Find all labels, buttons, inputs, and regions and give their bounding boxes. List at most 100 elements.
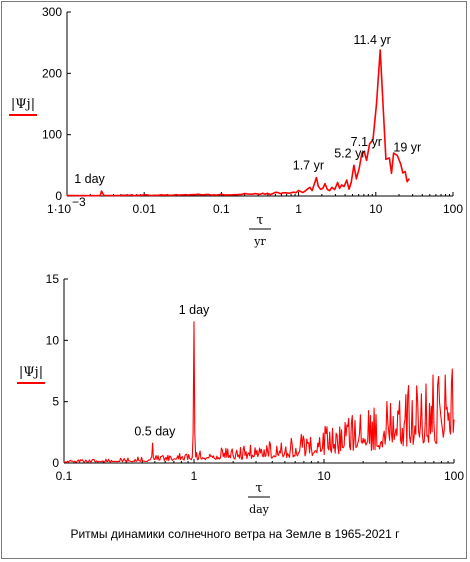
data-point	[180, 456, 183, 459]
data-point	[164, 458, 166, 460]
y-axis-label: |Ψj|	[11, 97, 35, 112]
y-tick-label: 0	[52, 456, 59, 470]
peak-annotation: 7.1 yr	[351, 135, 382, 149]
x-axis-unit-label: day	[249, 503, 270, 516]
data-point	[379, 49, 381, 51]
data-point	[447, 419, 449, 421]
data-point	[102, 460, 104, 462]
data-point	[368, 143, 371, 145]
data-point	[358, 167, 360, 169]
data-point	[255, 453, 257, 456]
x-axis-label: τ	[255, 481, 262, 496]
data-point	[125, 459, 127, 462]
data-point	[350, 181, 352, 184]
x-axis-unit-label: yr	[253, 235, 266, 248]
peak-annotation: 0.5 day	[134, 424, 176, 438]
data-point	[382, 103, 384, 105]
data-point	[361, 152, 363, 154]
peak-annotation: 1.7 yr	[293, 159, 324, 173]
series-line	[63, 321, 455, 463]
x-tick-label: 1	[191, 469, 198, 483]
x-tick-label: 1	[295, 202, 302, 216]
x-tick-label: 10	[317, 469, 331, 483]
data-point	[408, 178, 410, 180]
y-axis-label: |Ψj|	[19, 365, 43, 380]
data-point	[156, 458, 158, 460]
data-point	[324, 183, 326, 185]
data-point	[453, 419, 455, 421]
peak-annotation: 1 day	[74, 172, 105, 186]
data-point	[346, 179, 348, 181]
peak-annotation: 19 yr	[393, 141, 421, 155]
data-point	[317, 185, 319, 187]
data-point	[400, 163, 402, 165]
x-tick-label: 0.1	[213, 202, 230, 216]
data-point	[375, 103, 378, 105]
data-point	[362, 437, 364, 440]
peak-annotation: 5.2 yr	[334, 146, 365, 160]
data-point	[63, 461, 65, 463]
x-tick-label: 1·10	[47, 202, 71, 216]
x-tick-label: 0.01	[133, 202, 157, 216]
data-point	[404, 170, 406, 173]
data-point	[385, 158, 387, 160]
x-axis-label: τ	[256, 213, 263, 228]
data-point	[365, 159, 368, 162]
data-point	[193, 321, 195, 323]
data-point	[216, 455, 218, 457]
data-point	[315, 177, 317, 179]
data-point	[298, 189, 300, 192]
data-point	[433, 421, 435, 424]
y-tick-label: 0	[55, 189, 62, 203]
y-tick-label: 10	[46, 333, 60, 347]
data-point	[392, 152, 395, 154]
data-point	[385, 432, 387, 435]
data-point	[401, 428, 403, 430]
x-tick-label: 0.1	[56, 469, 73, 483]
data-point	[331, 186, 333, 189]
x-tick-exponent: −3	[72, 195, 86, 209]
data-point	[333, 444, 335, 446]
data-point	[220, 193, 222, 195]
data-point	[151, 442, 154, 444]
data-point	[363, 151, 365, 153]
data-point	[143, 194, 145, 196]
data-point	[103, 194, 105, 196]
data-point	[353, 164, 355, 166]
y-tick-label: 300	[42, 5, 62, 19]
data-point	[388, 157, 390, 159]
data-point	[340, 184, 343, 186]
peak-annotation: 1 day	[179, 303, 210, 317]
data-point	[274, 191, 276, 193]
data-point	[284, 451, 286, 453]
data-point	[99, 194, 101, 196]
data-point	[414, 425, 416, 427]
data-point	[191, 456, 193, 458]
y-tick-label: 100	[42, 128, 62, 142]
figure-caption: Ритмы динамики солнечного ветра на Земле…	[70, 527, 400, 541]
data-point	[195, 456, 197, 458]
data-point	[355, 178, 357, 180]
data-point	[100, 190, 103, 192]
data-point	[440, 420, 443, 422]
data-point	[336, 181, 339, 184]
y-tick-label: 200	[42, 66, 62, 80]
data-point	[244, 192, 246, 195]
x-tick-label: 10	[369, 202, 383, 216]
data-point	[310, 447, 313, 449]
data-point	[309, 186, 311, 189]
data-point	[154, 458, 156, 460]
y-tick-label: 15	[46, 272, 60, 286]
x-tick-label: 100	[443, 202, 463, 216]
data-point	[148, 459, 150, 461]
data-point	[232, 455, 234, 457]
x-tick-label: 100	[444, 469, 464, 483]
series-line	[66, 49, 410, 197]
data-point	[424, 423, 426, 425]
data-point	[66, 194, 68, 196]
peak-annotation: 11.4 yr	[354, 33, 391, 47]
y-tick-label: 5	[52, 395, 59, 409]
data-point	[372, 138, 374, 141]
